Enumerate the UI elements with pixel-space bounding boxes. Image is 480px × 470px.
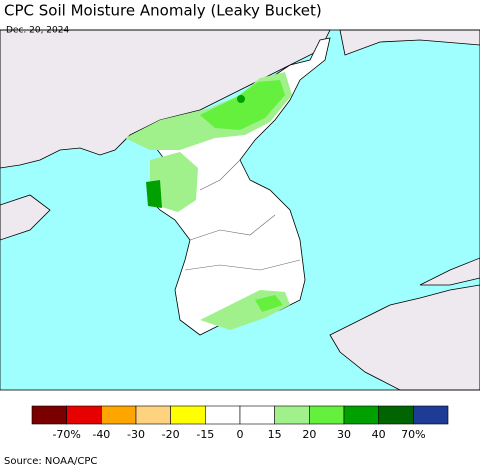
- shandong: [0, 194, 51, 241]
- colorbar-label: 15: [268, 428, 282, 441]
- colorbar-label: 40: [372, 428, 386, 441]
- colorbar-label: -70%: [52, 428, 80, 441]
- colorbar-label: 20: [302, 428, 316, 441]
- source: Source: NOAA/CPC: [4, 456, 97, 467]
- korea: [149, 37, 331, 336]
- japan-north: [419, 257, 480, 286]
- colorbar-swatch: [101, 405, 137, 425]
- date: Dec. 20, 2024: [6, 26, 69, 36]
- colorbar-swatch: [135, 405, 171, 425]
- title: CPC Soil Moisture Anomaly (Leaky Bucket): [4, 2, 322, 20]
- wet-area: [146, 180, 162, 208]
- colorbar: -70% -40 -30 -20 -15 0 15 20 30 40 70%: [31, 405, 449, 441]
- colorbar-swatch: [170, 405, 206, 425]
- province-border: [199, 159, 241, 191]
- colorbar-label: 0: [237, 428, 244, 441]
- colorbar-swatch: [205, 405, 241, 425]
- map: [0, 29, 480, 391]
- colorbar-swatch: [309, 405, 345, 425]
- colorbar-label: -20: [162, 428, 180, 441]
- wet-area: [255, 295, 283, 312]
- colorbar-swatch: [378, 405, 414, 425]
- map-frame: [0, 29, 480, 391]
- colorbar-label: -15: [196, 428, 214, 441]
- colorbar-label: -40: [92, 428, 110, 441]
- colorbar-swatch: [413, 405, 449, 425]
- province-border: [184, 259, 301, 271]
- colorbar-swatch: [239, 405, 275, 425]
- wet-area: [200, 80, 285, 130]
- province-border: [189, 214, 276, 241]
- colorbar-label: 70%: [401, 428, 425, 441]
- colorbar-swatch: [66, 405, 102, 425]
- mainland: [0, 29, 331, 169]
- colorbar-label: -30: [127, 428, 145, 441]
- wet-area: [150, 152, 198, 212]
- colorbar-swatch: [31, 405, 67, 425]
- wet-spot: [237, 95, 245, 103]
- colorbar-label: 30: [337, 428, 351, 441]
- colorbar-swatch: [343, 405, 379, 425]
- colorbar-swatch: [274, 405, 310, 425]
- japan: [329, 284, 480, 391]
- russia: [339, 29, 480, 56]
